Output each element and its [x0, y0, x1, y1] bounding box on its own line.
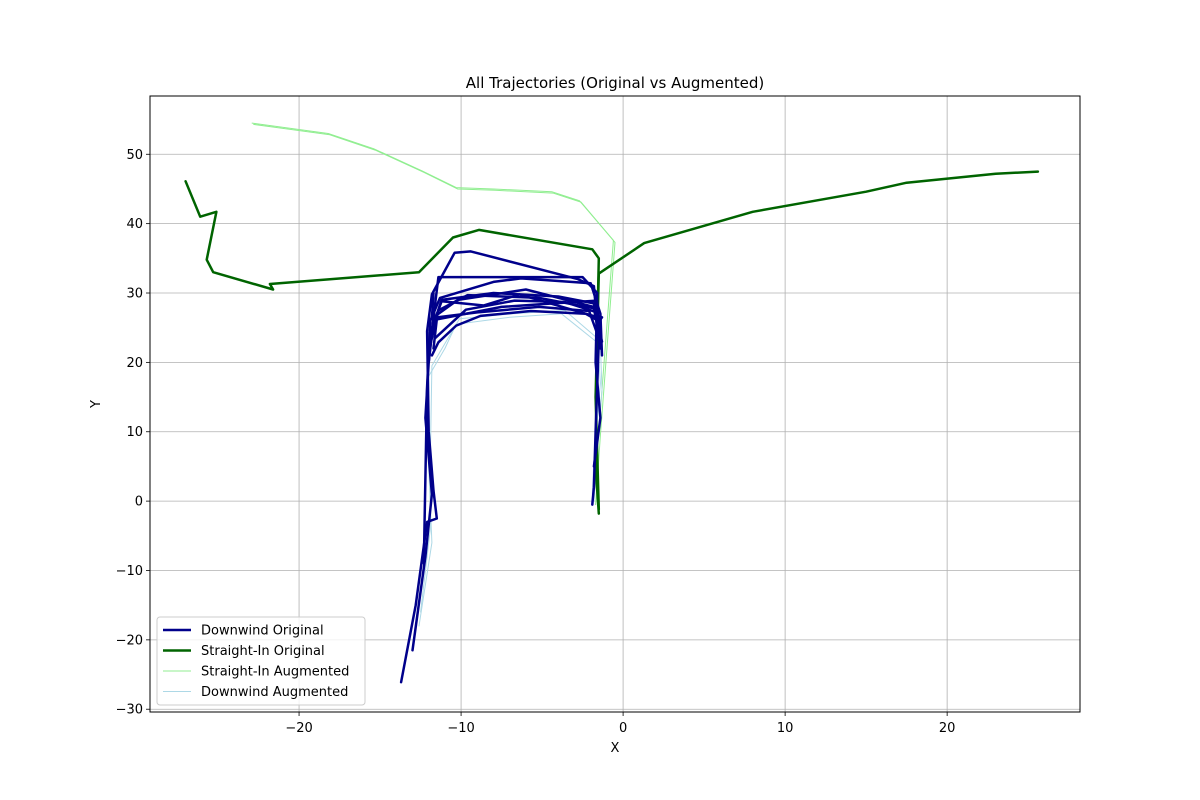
x-tick-label: −20 — [285, 721, 312, 736]
legend-label-straight-in-augmented: Straight-In Augmented — [201, 665, 349, 680]
y-tick-label: 30 — [126, 287, 143, 302]
legend-label-downwind-augmented: Downwind Augmented — [201, 685, 348, 700]
straight-in-augmented-trajectory-0 — [251, 122, 614, 502]
y-tick-label: 10 — [126, 425, 143, 440]
downwind-original-trajectory-16 — [430, 309, 602, 357]
y-tick-label: −20 — [116, 633, 143, 648]
downwind-original-trajectory-15 — [429, 291, 604, 336]
legend-label-downwind-original: Downwind Original — [201, 624, 324, 639]
legend: Downwind Original Straight-In Original Str… — [156, 616, 366, 706]
plot-lines — [184, 122, 1040, 684]
y-tick-label: −10 — [116, 564, 143, 579]
y-tick-label: 50 — [126, 148, 143, 163]
y-tick-label: 20 — [126, 356, 143, 371]
legend-label-straight-in-original: Straight-In Original — [201, 644, 325, 659]
chart-title: All Trajectories (Original vs Augmented) — [466, 74, 764, 92]
y-axis-label: Y — [89, 400, 104, 409]
grid — [150, 96, 1080, 712]
x-tick-label: 20 — [939, 721, 956, 736]
y-tick-label: −30 — [116, 703, 143, 718]
straight-in-augmented-trajectory-1 — [253, 123, 616, 506]
x-tick-label: 0 — [619, 721, 627, 736]
y-tick-label: 40 — [126, 217, 143, 232]
legend-box — [156, 616, 366, 706]
x-axis-ticks: −20 −10 0 10 20 — [285, 712, 955, 736]
y-tick-label: 0 — [135, 495, 143, 510]
x-axis-label: X — [611, 741, 620, 756]
x-tick-label: −10 — [447, 721, 474, 736]
downwind-augmented-trajectory-2 — [418, 313, 603, 627]
downwind-original-trajectory-12 — [432, 299, 602, 350]
x-tick-label: 10 — [777, 721, 794, 736]
plot-frame — [149, 95, 1081, 713]
y-axis-ticks: −30 −20 −10 0 10 20 30 40 50 — [116, 148, 150, 718]
downwind-original-trajectory-7 — [411, 275, 602, 652]
